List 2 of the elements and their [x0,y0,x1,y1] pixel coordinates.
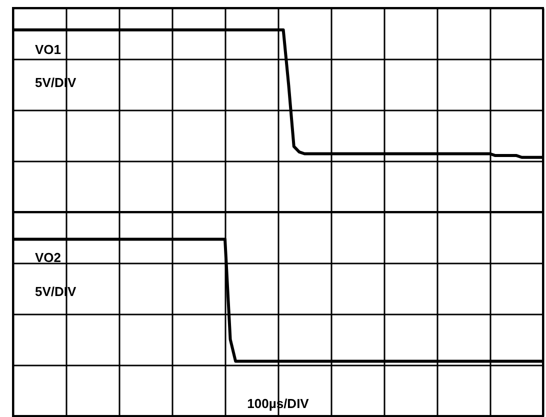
series-label: VO1 [35,42,62,57]
series-label: VO2 [35,250,62,265]
